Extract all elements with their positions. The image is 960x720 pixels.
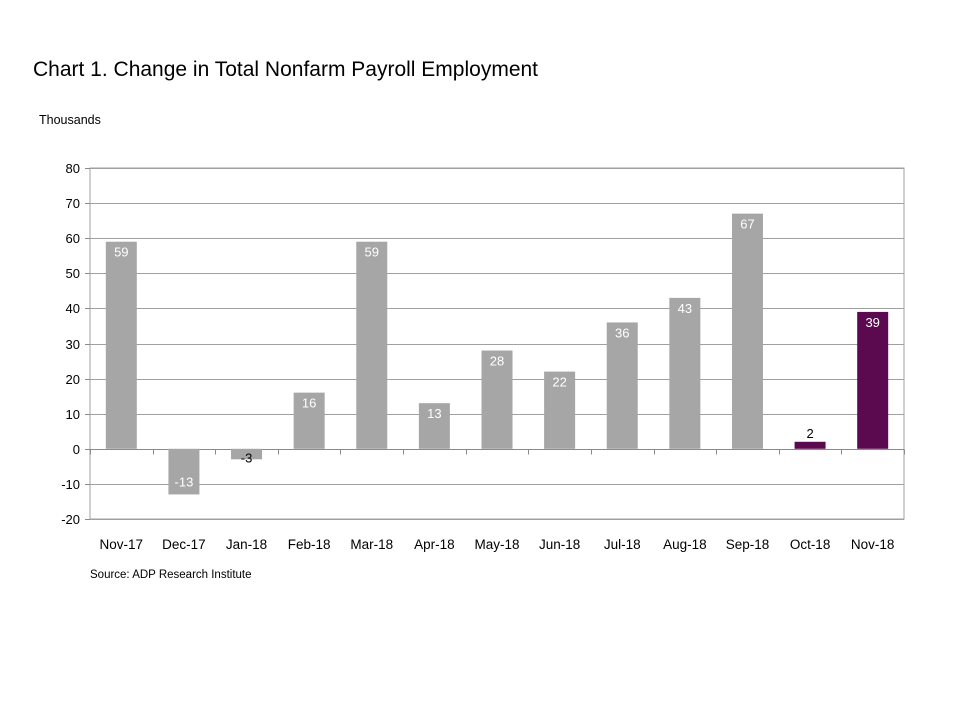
chart-title: Chart 1. Change in Total Nonfarm Payroll… xyxy=(33,58,539,81)
bars xyxy=(105,213,889,495)
data-label: -3 xyxy=(241,450,253,465)
data-label: 67 xyxy=(740,217,754,232)
y-tick-label: 20 xyxy=(66,372,80,387)
x-tick-label: Jul-18 xyxy=(604,537,641,552)
data-label: 13 xyxy=(427,406,441,421)
data-label: 28 xyxy=(490,354,504,369)
data-label: 59 xyxy=(114,245,128,260)
axes: 80 70 60 50 40 30 20 10 0 -10 -20 xyxy=(61,161,905,527)
x-tick-label: May-18 xyxy=(474,537,519,552)
x-tick-label: Oct-18 xyxy=(790,537,831,552)
y-tick-label: 70 xyxy=(66,196,80,211)
x-tick-label: Nov-18 xyxy=(851,537,895,552)
y-tick-label: 30 xyxy=(66,337,80,352)
y-tick-label: 60 xyxy=(66,231,80,246)
gridlines xyxy=(89,167,905,520)
bar xyxy=(293,392,325,449)
data-label: -13 xyxy=(175,474,194,489)
bar xyxy=(356,241,388,449)
x-tick-label: Jan-18 xyxy=(226,537,267,552)
y-tick-label: 50 xyxy=(66,266,80,281)
x-tick-label: Sep-18 xyxy=(726,537,770,552)
bar xyxy=(857,311,889,449)
y-tick-label: 0 xyxy=(73,442,80,457)
y-axis-unit-label: Thousands xyxy=(39,113,101,127)
x-tick-label: Mar-18 xyxy=(350,537,393,552)
bar xyxy=(544,371,576,449)
data-label: 39 xyxy=(865,315,879,330)
data-label: 2 xyxy=(806,426,813,441)
y-tick-label: -10 xyxy=(61,477,80,492)
x-tick-label: Jun-18 xyxy=(539,537,580,552)
bar xyxy=(105,241,137,449)
data-labels: Nov-17 59 Dec-17 -13 Jan-18 -3 Feb-18 16 Mar-18 5… xyxy=(100,217,895,552)
x-tick-label: Aug-18 xyxy=(663,537,707,552)
x-tick-label: Apr-18 xyxy=(414,537,455,552)
plot-area-border xyxy=(89,167,905,520)
bar xyxy=(669,297,701,449)
bar xyxy=(418,403,450,449)
x-tick-label: Feb-18 xyxy=(288,537,331,552)
y-tick-label: 40 xyxy=(66,301,80,316)
bar xyxy=(794,441,826,449)
data-label: 43 xyxy=(678,301,692,316)
x-tick-label: Nov-17 xyxy=(100,537,144,552)
y-tick-label: -20 xyxy=(61,512,80,527)
y-tick-label: 80 xyxy=(66,161,80,176)
source-note: Source: ADP Research Institute xyxy=(90,569,252,581)
data-label: 22 xyxy=(552,375,566,390)
bar xyxy=(731,213,763,449)
data-label: 16 xyxy=(302,396,316,411)
bar xyxy=(606,322,638,449)
data-label: 59 xyxy=(365,245,379,260)
y-tick-label: 10 xyxy=(66,407,80,422)
x-tick-label: Dec-17 xyxy=(162,537,206,552)
bar xyxy=(168,448,200,495)
data-label: 36 xyxy=(615,325,629,340)
bar xyxy=(231,448,263,460)
bar xyxy=(481,350,513,449)
